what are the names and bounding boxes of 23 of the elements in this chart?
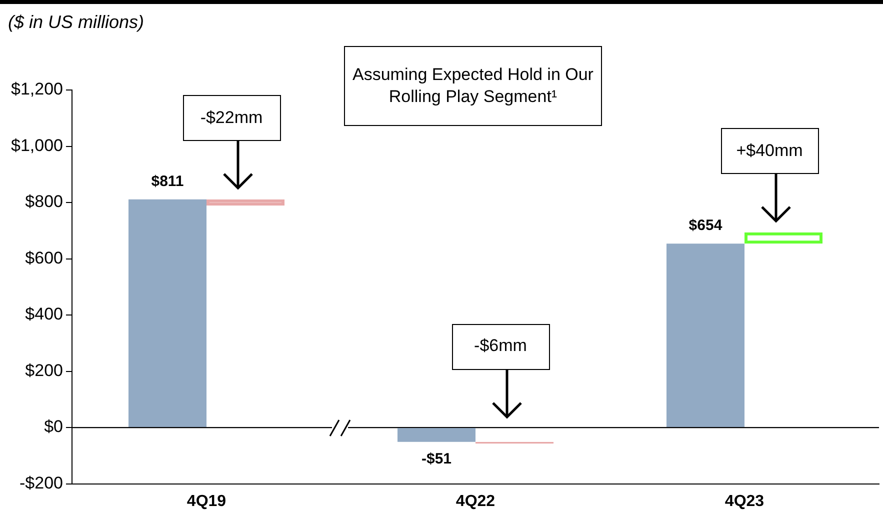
bar <box>206 199 285 206</box>
y-tick-label: $200 <box>25 360 63 380</box>
bar <box>128 199 206 428</box>
annotation: Assuming Expected Hold in Our Rolling Play Segment¹ <box>344 46 602 126</box>
chart-subtitle: ($ in US millions) <box>8 12 144 33</box>
y-tick-label: $1,200 <box>10 80 63 99</box>
y-tick-label: $800 <box>25 192 63 212</box>
y-tick-label: $1,000 <box>10 136 63 155</box>
data-label: -$51 <box>421 450 452 468</box>
y-tick-label: $400 <box>25 304 63 324</box>
bar <box>397 428 476 442</box>
data-label: $811 <box>151 173 184 190</box>
y-tick-label: $0 <box>44 417 63 436</box>
annotation: +$40mm <box>720 128 818 174</box>
bar <box>666 244 744 428</box>
x-tick-label: 4Q19 <box>186 492 226 510</box>
x-tick-label: 4Q23 <box>724 492 764 510</box>
data-label: $654 <box>688 217 723 234</box>
x-tick-label: 4Q22 <box>456 492 496 510</box>
y-tick-label: -$200 <box>20 473 63 492</box>
annotation: -$6mm <box>452 324 550 370</box>
y-tick-label: $600 <box>25 248 63 268</box>
annotation: -$22mm <box>182 95 280 142</box>
